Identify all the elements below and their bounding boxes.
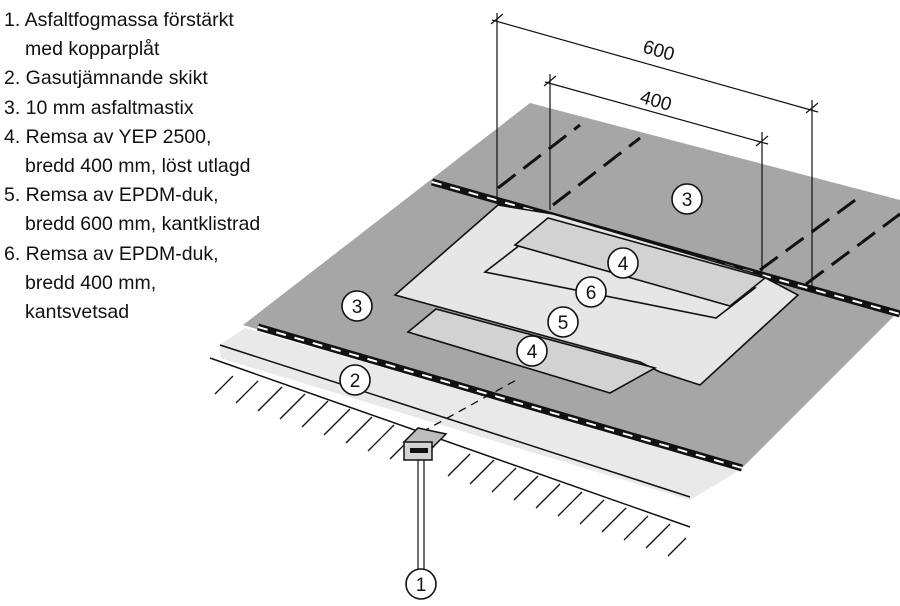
callout-6: 6 (575, 276, 607, 308)
dimension-lines (490, 13, 819, 288)
legend-item-3-line-1: 3. 10 mm asfaltmastix (4, 96, 194, 119)
joint-sealant-block (402, 427, 448, 570)
ground-hatching (214, 375, 687, 557)
callout-1: 1 (405, 568, 437, 600)
legend-item-5-line-2: bredd 600 mm, kantklistrad (25, 213, 261, 236)
legend-item-4-line-2: bredd 400 mm, löst utlagd (25, 155, 251, 178)
legend-item-3: 3. 10 mm asfaltmastix (4, 94, 260, 123)
callout-5-label: 5 (558, 313, 569, 334)
legend-item-1: 1. Asfaltfogmassa förstärkt med kopparpl… (4, 6, 260, 64)
legend-item-4-line-1: 4. Remsa av YEP 2500, (4, 125, 212, 148)
legend: 1. Asfaltfogmassa förstärkt med kopparpl… (4, 6, 260, 327)
strip-4-yep-upper (513, 217, 767, 307)
callout-3-top-label: 3 (682, 190, 693, 211)
callout-5: 5 (547, 306, 579, 338)
callout-4-bottom-label: 4 (527, 342, 538, 363)
strip-6-epdm-400 (483, 244, 757, 319)
legend-item-6-line-3: kantsvetsad (25, 301, 130, 324)
callout-2: 2 (339, 364, 371, 396)
legend-item-6-line-2: bredd 400 mm, (25, 271, 157, 294)
callout-3-top: 3 (671, 183, 703, 215)
legend-item-5-line-1: 5. Remsa av EPDM-duk, (4, 184, 219, 207)
legend-item-2-line-1: 2. Gasutjämnande skikt (4, 67, 208, 90)
legend-item-4: 4. Remsa av YEP 2500, bredd 400 mm, löst… (4, 123, 260, 181)
dimension-label-600: 600 (640, 37, 676, 66)
slab-edge-bottom (209, 357, 691, 528)
legend-item-6-line-1: 6. Remsa av EPDM-duk, (4, 242, 219, 265)
callout-1-label: 1 (416, 575, 427, 596)
callout-3-left: 3 (341, 290, 373, 322)
slab-edge-top (219, 344, 691, 498)
callout-4-top-label: 4 (618, 254, 629, 275)
legend-item-6: 6. Remsa av EPDM-duk, bredd 400 mm, kant… (4, 240, 260, 328)
callout-4-bottom: 4 (516, 335, 548, 367)
callout-6-label: 6 (586, 283, 597, 304)
callout-4-top: 4 (607, 247, 639, 279)
callout-3-left-label: 3 (352, 297, 363, 318)
legend-item-1-line-1: 1. Asfaltfogmassa förstärkt (4, 9, 234, 31)
legend-item-1-line-2: med kopparplåt (25, 38, 160, 61)
legend-item-5: 5. Remsa av EPDM-duk, bredd 600 mm, kant… (4, 181, 260, 239)
legend-item-2: 2. Gasutjämnande skikt (4, 64, 260, 93)
dimension-label-400: 400 (638, 87, 674, 116)
callout-2-label: 2 (350, 371, 361, 392)
